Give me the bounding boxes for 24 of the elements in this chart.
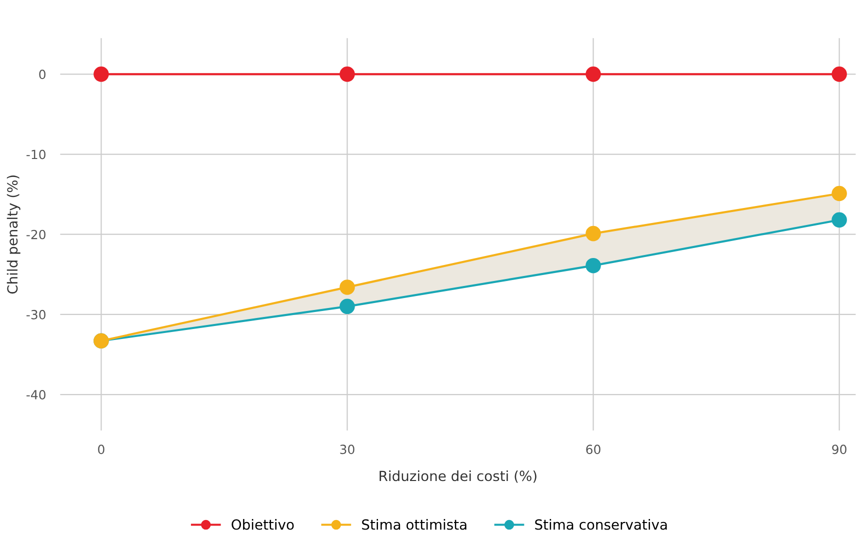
legend-label: Stima conservativa xyxy=(535,519,667,530)
y-tick-label: -40 xyxy=(26,390,46,400)
x-tick-label: 60 xyxy=(586,444,600,454)
point xyxy=(340,66,355,82)
point xyxy=(94,66,109,82)
x-tick-label: 90 xyxy=(832,444,846,454)
point xyxy=(340,298,355,314)
y-tick-label: -30 xyxy=(26,310,46,320)
y-tick-label: -10 xyxy=(26,150,46,160)
x-tick-label: 0 xyxy=(98,444,104,454)
y-axis-title: Child penalty (%) xyxy=(6,175,20,294)
y-tick-label: -20 xyxy=(26,230,46,240)
x-axis-title: Riduzione dei costi (%) xyxy=(380,470,536,483)
point xyxy=(586,258,601,274)
x-tick-label: 30 xyxy=(340,444,354,454)
point xyxy=(586,226,601,242)
point xyxy=(586,66,601,82)
y-tick-label: 0 xyxy=(39,70,46,80)
legend-label: Obiettivo xyxy=(232,519,294,530)
point xyxy=(832,212,847,228)
legend-label: Stima ottimista xyxy=(362,519,466,530)
point xyxy=(832,66,847,82)
point xyxy=(340,280,355,295)
point xyxy=(832,186,847,202)
